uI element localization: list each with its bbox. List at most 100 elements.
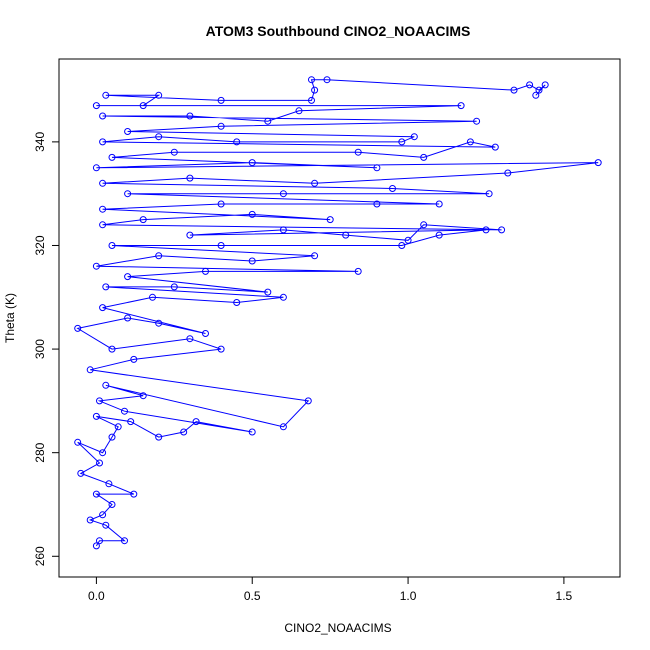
data-point (139, 216, 147, 224)
data-point (373, 164, 381, 172)
y-tick-label: 280 (33, 442, 47, 462)
data-point (74, 324, 82, 332)
data-point (124, 190, 132, 198)
x-axis: 0.0 0.5 1.0 1.5 (88, 576, 573, 603)
data-point (124, 128, 132, 135)
data-point (594, 159, 602, 167)
y-tick-label: 300 (33, 339, 47, 359)
data-point (311, 252, 319, 260)
y-tick-label: 260 (33, 546, 47, 566)
data-point (92, 262, 100, 270)
data-point (473, 117, 481, 125)
data-point (373, 200, 381, 208)
data-point (389, 185, 396, 192)
data-point (192, 418, 200, 426)
data-point (99, 511, 107, 519)
data-point (311, 86, 319, 94)
data-point (217, 345, 225, 353)
data-point (233, 299, 241, 306)
x-tick-label: 1.0 (400, 589, 417, 603)
data-point (532, 91, 540, 99)
data-point (485, 190, 493, 198)
data-point (99, 221, 107, 229)
data-point (279, 190, 287, 198)
x-tick-label: 1.5 (556, 589, 573, 603)
data-point (526, 81, 534, 89)
y-tick-label: 340 (33, 132, 47, 152)
data-point (326, 216, 334, 224)
data-point (217, 122, 225, 130)
data-point (99, 112, 107, 120)
data-point (130, 355, 138, 363)
data-point (92, 164, 100, 172)
data-point (92, 542, 100, 550)
data-point (354, 267, 362, 275)
series-line (76, 79, 599, 547)
data-point (308, 96, 315, 104)
data-point (155, 319, 163, 327)
data-point (342, 231, 350, 239)
data-point (398, 242, 406, 249)
data-point (99, 205, 107, 213)
data-point (217, 242, 225, 249)
data-point (404, 236, 412, 244)
data-point (498, 226, 506, 234)
data-point (108, 345, 116, 353)
data-point (155, 433, 163, 441)
data-point (170, 148, 178, 156)
data-point (77, 469, 85, 477)
data-point (420, 221, 428, 229)
data-point (186, 231, 194, 239)
data-point (482, 226, 490, 234)
data-point (108, 433, 116, 441)
data-point (354, 148, 362, 156)
x-tick-label: 0.0 (88, 589, 105, 603)
data-point (186, 174, 194, 182)
data-point (217, 200, 225, 208)
data-point (102, 283, 110, 291)
data-point (311, 179, 319, 187)
data-point (121, 537, 128, 545)
data-point (96, 459, 103, 467)
data-point (124, 314, 132, 322)
data-point (99, 179, 107, 187)
data-point (180, 428, 188, 436)
data-point (420, 153, 428, 161)
data-point (541, 81, 549, 89)
x-axis-label: CINO2_NOAACIMS (284, 621, 391, 635)
data-point (155, 91, 163, 99)
data-point (92, 102, 100, 110)
data-point (105, 480, 113, 488)
data-point (202, 330, 209, 337)
data-point (102, 91, 110, 99)
data-point (457, 102, 465, 110)
data-point (186, 112, 194, 120)
x-tick-label: 0.5 (244, 589, 261, 603)
y-axis: 260 280 300 320 340 (33, 132, 60, 566)
data-point (279, 293, 287, 301)
data-point (248, 159, 256, 167)
data-point (248, 210, 256, 218)
data-point (202, 267, 209, 275)
data-point (155, 252, 163, 260)
data-point (410, 133, 418, 141)
series-points (74, 76, 602, 550)
data-point (86, 516, 94, 524)
series-lines (76, 79, 599, 547)
data-point (264, 288, 272, 296)
y-tick-label: 320 (33, 235, 47, 255)
data-point (435, 200, 443, 208)
data-point (217, 96, 225, 104)
data-point (295, 107, 303, 115)
data-point (170, 283, 178, 291)
data-point (124, 273, 132, 281)
data-point (279, 226, 287, 234)
data-point (155, 133, 163, 141)
data-point (127, 418, 135, 426)
data-point (435, 231, 443, 239)
data-point (308, 76, 315, 84)
data-point (139, 102, 147, 110)
data-point (99, 304, 107, 312)
data-point (108, 242, 116, 249)
